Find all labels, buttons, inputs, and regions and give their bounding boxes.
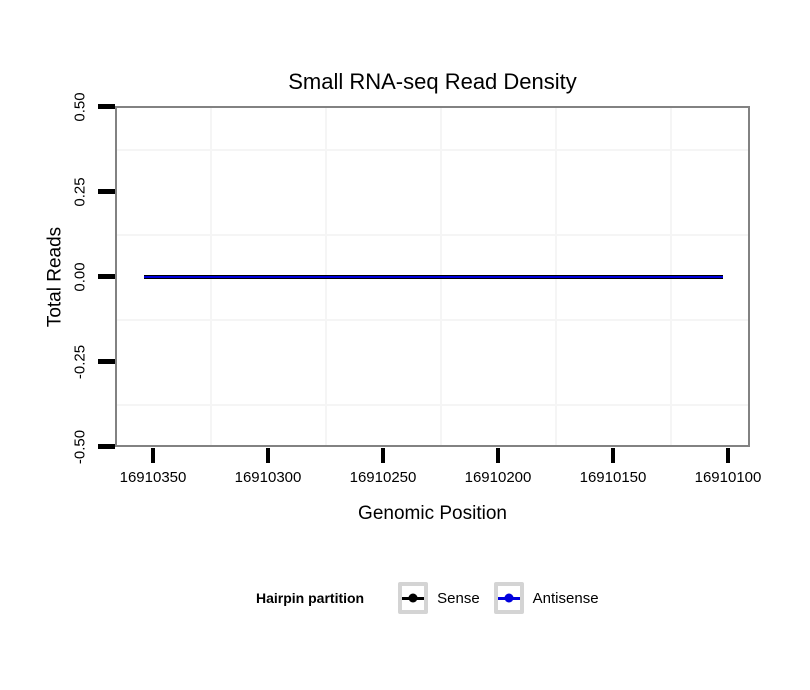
plot-title: Small RNA-seq Read Density [288, 69, 577, 94]
x-tick-label: 16910100 [694, 469, 762, 486]
y-tick-label: 0.25 [71, 177, 89, 207]
x-tick-mark [496, 448, 500, 463]
y-tick-mark [98, 189, 115, 194]
minor-gridline-horizontal [117, 233, 748, 236]
series-line-antisense [143, 276, 724, 278]
minor-gridline-horizontal [117, 403, 748, 406]
x-tick-label: 16910350 [119, 469, 187, 486]
y-tick-mark [98, 444, 115, 449]
y-tick-label: -0.25 [71, 344, 89, 380]
y-tick-mark [98, 104, 115, 109]
x-tick-mark [611, 448, 615, 463]
legend-key-sense [398, 582, 429, 614]
y-tick-mark [98, 274, 115, 279]
sense-point-glyph [408, 593, 418, 603]
legend-key-antisense [493, 582, 524, 614]
minor-gridline-horizontal [117, 318, 748, 321]
x-tick-mark [726, 448, 730, 463]
y-tick-label: -0.50 [71, 429, 89, 465]
y-tick-label: 0.00 [71, 262, 89, 292]
x-tick-mark [151, 448, 155, 463]
legend-label-antisense: Antisense [532, 589, 599, 607]
x-tick-label: 16910250 [349, 469, 417, 486]
plot-panel [115, 106, 750, 447]
antisense-point-glyph [504, 593, 514, 603]
y-axis-title: Total Reads [44, 226, 66, 328]
y-tick-mark [98, 359, 115, 364]
minor-gridline-horizontal [117, 148, 748, 151]
x-tick-label: 16910200 [464, 469, 532, 486]
legend-label-sense: Sense [437, 589, 480, 607]
x-tick-mark [381, 448, 385, 463]
x-tick-label: 16910300 [234, 469, 302, 486]
legend-title: Hairpin partition [256, 590, 365, 606]
legend: Hairpin partition Sense Antisense [256, 581, 599, 615]
y-tick-label: 0.50 [71, 92, 89, 122]
x-axis-title: Genomic Position [358, 503, 507, 524]
x-tick-label: 16910150 [579, 469, 647, 486]
x-tick-mark [266, 448, 270, 463]
